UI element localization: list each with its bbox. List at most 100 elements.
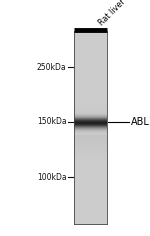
Bar	[74, 78, 106, 80]
Bar	[74, 129, 106, 130]
Bar	[74, 53, 106, 55]
Bar	[74, 111, 106, 112]
Bar	[74, 175, 106, 176]
Bar	[74, 138, 106, 139]
Bar	[74, 120, 106, 121]
Bar	[74, 117, 106, 118]
Bar	[74, 149, 106, 150]
Bar	[74, 183, 106, 184]
Bar	[74, 189, 106, 190]
Bar	[74, 113, 106, 114]
Bar	[74, 119, 106, 120]
Bar	[74, 112, 106, 113]
Bar	[74, 47, 106, 49]
Bar	[74, 98, 106, 99]
Bar	[74, 114, 106, 116]
Bar	[74, 31, 106, 32]
Bar	[74, 177, 106, 178]
Bar	[74, 128, 106, 129]
Bar	[74, 109, 106, 110]
Bar	[74, 96, 106, 97]
Bar	[74, 159, 106, 160]
Bar	[74, 216, 106, 217]
Bar	[74, 126, 106, 127]
Bar	[74, 112, 106, 113]
Bar	[74, 212, 106, 213]
Bar	[74, 203, 106, 204]
Bar	[74, 72, 106, 73]
Bar	[74, 31, 106, 33]
Bar	[74, 98, 106, 100]
Bar	[74, 99, 106, 100]
Bar	[74, 119, 106, 120]
Bar	[74, 198, 106, 199]
Bar	[74, 211, 106, 212]
Bar	[74, 113, 106, 114]
Bar	[74, 75, 106, 76]
Bar	[74, 73, 106, 74]
Bar	[74, 113, 106, 114]
Bar	[74, 172, 106, 173]
Bar	[74, 120, 106, 121]
Bar	[74, 130, 106, 131]
Bar	[74, 67, 106, 68]
Bar	[74, 37, 106, 38]
Bar	[74, 63, 106, 64]
Bar	[74, 117, 106, 118]
Text: ABL1: ABL1	[130, 117, 150, 126]
Bar	[74, 103, 106, 104]
Bar	[74, 177, 106, 178]
Bar	[74, 116, 106, 117]
Bar	[74, 156, 106, 158]
Bar	[74, 48, 106, 49]
Bar	[74, 34, 106, 35]
Text: 250kDa: 250kDa	[37, 63, 66, 72]
Bar	[74, 223, 106, 225]
Bar	[74, 157, 106, 158]
Bar	[74, 95, 106, 96]
Bar	[74, 149, 106, 151]
Bar	[74, 129, 106, 131]
Bar	[74, 38, 106, 40]
Bar	[74, 68, 106, 69]
Bar	[74, 76, 106, 78]
Bar	[74, 102, 106, 103]
Bar	[74, 125, 106, 126]
Bar	[74, 117, 106, 118]
Bar	[74, 107, 106, 108]
Bar	[74, 193, 106, 194]
Bar	[74, 78, 106, 79]
Bar	[74, 114, 106, 115]
Bar	[74, 100, 106, 101]
Bar	[74, 171, 106, 173]
Bar	[74, 184, 106, 185]
Bar	[74, 123, 106, 124]
Bar	[74, 91, 106, 92]
Bar	[74, 61, 106, 62]
Bar	[74, 199, 106, 200]
Bar	[74, 197, 106, 198]
Bar	[74, 207, 106, 208]
Bar	[74, 156, 106, 157]
Bar	[74, 217, 106, 218]
Bar	[74, 122, 106, 123]
Bar	[74, 123, 106, 124]
Bar	[74, 77, 106, 78]
Bar	[74, 49, 106, 50]
Bar	[74, 33, 106, 34]
Bar	[74, 204, 106, 205]
Bar	[74, 70, 106, 71]
Bar	[74, 127, 106, 128]
Bar	[74, 146, 106, 147]
Bar	[74, 107, 106, 109]
Bar	[74, 56, 106, 58]
Bar	[74, 155, 106, 156]
Bar	[74, 200, 106, 201]
Bar	[74, 158, 106, 159]
Bar	[74, 115, 106, 116]
Bar	[74, 104, 106, 105]
Bar	[74, 126, 106, 127]
Bar	[74, 76, 106, 77]
Bar	[74, 192, 106, 193]
Bar	[74, 133, 106, 134]
